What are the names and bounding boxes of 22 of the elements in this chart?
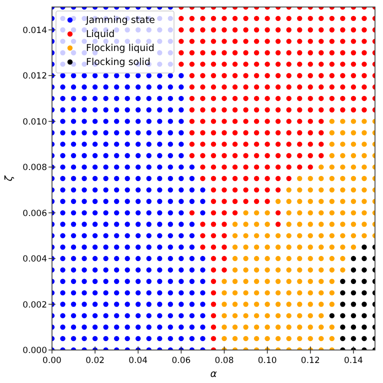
y-tick-label: 0.008 (22, 163, 47, 174)
legend-label: Flocking liquid (86, 43, 154, 54)
y-tick-label: 0.010 (22, 117, 47, 128)
y-tick-label: 0.004 (22, 254, 47, 265)
legend-label: Flocking solid (86, 57, 150, 68)
x-tick-label: 0.06 (172, 356, 191, 366)
y-tick-label: 0.012 (22, 72, 47, 82)
y-tick-label: 0.006 (22, 208, 47, 219)
x-tick-label: 0.08 (214, 356, 234, 366)
y-tick-label: 0.000 (22, 346, 47, 356)
x-tick-label: 0.00 (42, 356, 62, 366)
y-axis-title: ζ (4, 175, 15, 182)
y-tick-label: 0.014 (22, 26, 47, 36)
x-tick-label: 0.12 (300, 356, 320, 366)
x-tick-label: 0.10 (258, 356, 277, 366)
x-tick-label: 0.02 (86, 356, 105, 366)
y-tick-label: 0.002 (22, 300, 47, 310)
x-tick-label: 0.04 (128, 356, 148, 366)
legend-label: Jamming state (85, 15, 156, 26)
legend-label: Liquid (86, 29, 115, 40)
x-axis-title: α (210, 369, 218, 380)
x-tick-label: 0.14 (344, 356, 363, 366)
